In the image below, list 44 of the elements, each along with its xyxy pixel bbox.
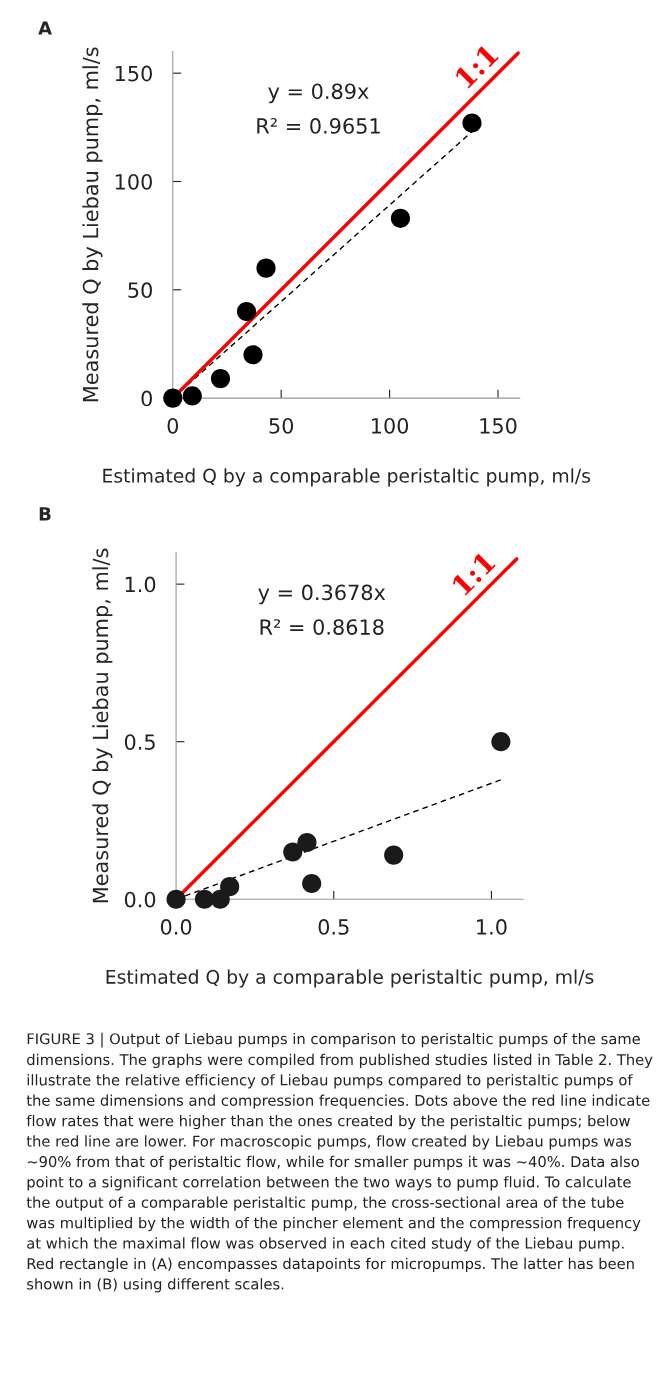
chart-title: B bbox=[39, 507, 51, 521]
point bbox=[491, 732, 511, 752]
y-tick-label: 0.0 bbox=[124, 891, 156, 908]
annotation: R² = 0.9651 bbox=[257, 118, 380, 134]
x-tick-label: 50 bbox=[269, 417, 294, 434]
x-tick-label: 0.0 bbox=[160, 919, 192, 935]
x-tick-label: 0 bbox=[167, 417, 179, 434]
text: 1:1 bbox=[450, 551, 497, 597]
point bbox=[163, 388, 183, 408]
y-tick-label: 0 bbox=[141, 390, 152, 407]
point bbox=[256, 258, 276, 278]
point bbox=[243, 345, 263, 365]
y-axis-title: Measured Q by Liebau pump, ml/s bbox=[92, 548, 113, 903]
point bbox=[210, 369, 231, 389]
y-axis-title: Measured Q by Liebau pump, ml/s bbox=[82, 47, 103, 402]
x-tick-label: 100 bbox=[372, 417, 409, 434]
point bbox=[166, 889, 186, 909]
point bbox=[302, 873, 322, 894]
point bbox=[194, 889, 215, 909]
x-tick-label: 0.5 bbox=[318, 919, 349, 935]
y-tick-label: 1.0 bbox=[125, 576, 156, 593]
text: 1:1 bbox=[453, 43, 500, 89]
annotation: y = 0.3678x bbox=[258, 584, 386, 605]
x-tick-label: 1.0 bbox=[477, 919, 507, 935]
y-tick-label: 0.5 bbox=[124, 734, 155, 750]
y-tick-label: 100 bbox=[115, 173, 152, 190]
point bbox=[384, 845, 404, 865]
y-tick-label: 150 bbox=[115, 65, 152, 82]
text: FIGURE 3 | Output of Liebau pumps in comparison to peristaltic pumps of the same dimensions. The graphs were compiled from published studies listed in Table 2. They illustrate the relative efficiency of Liebau pumps compared to peristaltic pumps of the same dimensions and compression frequencies. Dots above the red line indicate flow rates that were higher than the ones created by the peristaltic pumps; below the red line are lower. For macroscopic pumps, flow created by Liebau pumps was ∼90% from that of peristaltic flow, while for smaller pumps it was ∼40%. Data also point to a significant correlation between the two ways to pump fluid. To calculate the output of a comparable peristaltic pump, the cross-sectional area of the tube was multiplied by the width of the pincher element and the compression frequency at which the maximal flow was observed in each cited study of the Liebau pump. Red rectangle in (A) encompasses datapoints for micropumps. The latter has been shown in (B) using different scales. bbox=[26, 1032, 653, 1293]
point bbox=[220, 877, 240, 897]
y-tick-label: 50 bbox=[128, 282, 152, 299]
point bbox=[182, 386, 202, 406]
x-tick-label: 150 bbox=[480, 417, 517, 434]
point bbox=[210, 889, 230, 909]
point bbox=[283, 842, 303, 862]
annotation: R² = 0.8618 bbox=[260, 619, 384, 635]
point bbox=[297, 832, 317, 853]
chart-title: A bbox=[38, 21, 52, 35]
point bbox=[236, 301, 257, 322]
point bbox=[462, 113, 482, 133]
x-axis-title: Estimated Q by a comparable peristaltic pump, ml/s bbox=[106, 969, 594, 988]
annotation: y = 0.89x bbox=[268, 83, 369, 104]
point bbox=[390, 208, 411, 228]
x-axis-title: Estimated Q by a comparable peristaltic pump, ml/s bbox=[103, 468, 591, 487]
